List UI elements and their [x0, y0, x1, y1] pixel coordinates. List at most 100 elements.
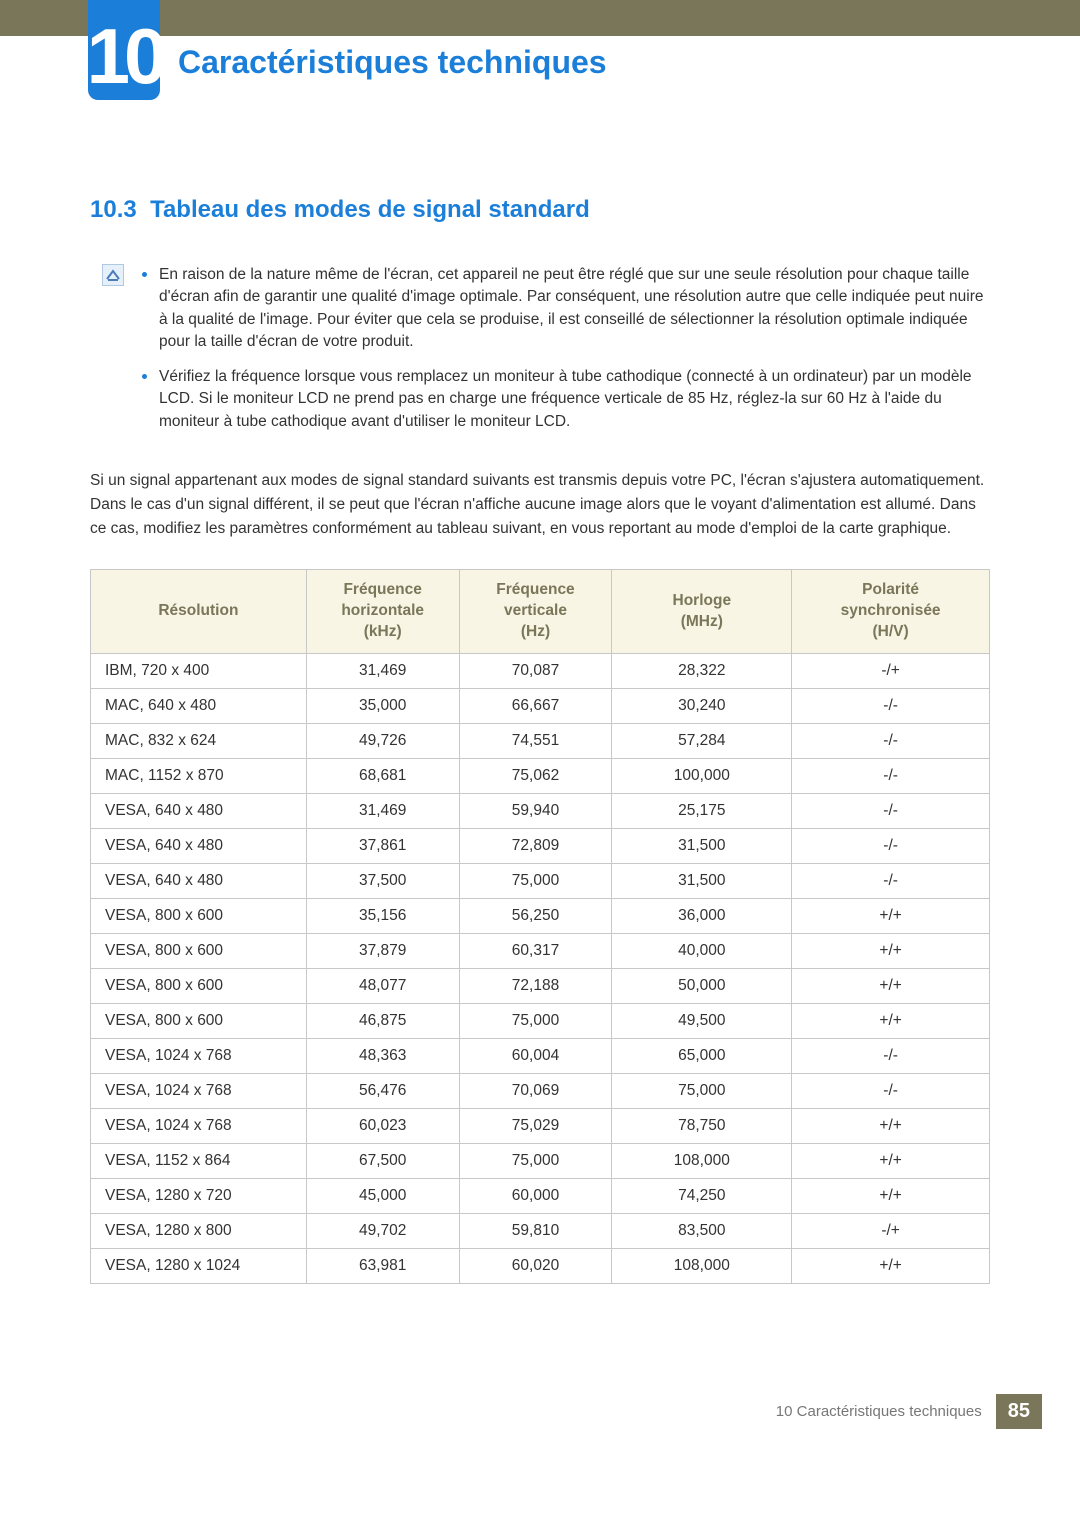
bullet-icon [142, 374, 147, 379]
table-cell: -/- [792, 689, 990, 724]
table-cell: 46,875 [306, 1004, 459, 1039]
table-cell: 68,681 [306, 759, 459, 794]
table-cell: 37,500 [306, 864, 459, 899]
note-text: Vérifiez la fréquence lorsque vous rempl… [159, 366, 990, 433]
table-cell: 63,981 [306, 1249, 459, 1284]
table-cell: 36,000 [612, 899, 792, 934]
table-cell: +/+ [792, 934, 990, 969]
table-row: MAC, 1152 x 87068,68175,062100,000-/- [91, 759, 990, 794]
table-cell: 60,317 [459, 934, 612, 969]
table-cell: 28,322 [612, 654, 792, 689]
note-item: En raison de la nature même de l'écran, … [142, 264, 990, 354]
table-cell: +/+ [792, 1249, 990, 1284]
table-cell: 75,000 [459, 1144, 612, 1179]
table-cell: VESA, 800 x 600 [91, 969, 307, 1004]
table-cell: 108,000 [612, 1249, 792, 1284]
note-item: Vérifiez la fréquence lorsque vous rempl… [142, 366, 990, 433]
table-cell: -/- [792, 1074, 990, 1109]
table-row: VESA, 640 x 48037,50075,00031,500-/- [91, 864, 990, 899]
table-row: VESA, 800 x 60048,07772,18850,000+/+ [91, 969, 990, 1004]
table-cell: -/- [792, 864, 990, 899]
table-cell: -/- [792, 724, 990, 759]
table-cell: 59,810 [459, 1214, 612, 1249]
table-cell: 31,469 [306, 794, 459, 829]
table-cell: MAC, 640 x 480 [91, 689, 307, 724]
table-header: Horloge(MHz) [612, 570, 792, 654]
header-bar [0, 0, 1080, 36]
table-cell: 74,250 [612, 1179, 792, 1214]
table-cell: 59,940 [459, 794, 612, 829]
table-cell: VESA, 640 x 480 [91, 829, 307, 864]
table-cell: 75,000 [459, 864, 612, 899]
table-cell: 31,469 [306, 654, 459, 689]
table-cell: 74,551 [459, 724, 612, 759]
table-cell: 60,020 [459, 1249, 612, 1284]
table-cell: 100,000 [612, 759, 792, 794]
page-footer: 10 Caractéristiques techniques 85 [0, 1394, 1080, 1459]
table-cell: IBM, 720 x 400 [91, 654, 307, 689]
table-row: VESA, 1024 x 76860,02375,02978,750+/+ [91, 1109, 990, 1144]
table-cell: 70,087 [459, 654, 612, 689]
table-header: Polaritésynchronisée(H/V) [792, 570, 990, 654]
table-row: MAC, 832 x 62449,72674,55157,284-/- [91, 724, 990, 759]
table-row: VESA, 800 x 60046,87575,00049,500+/+ [91, 1004, 990, 1039]
chapter-number-box: 10 [88, 0, 160, 100]
table-cell: VESA, 1024 x 768 [91, 1074, 307, 1109]
table-header: Fréquencehorizontale(kHz) [306, 570, 459, 654]
table-row: VESA, 1280 x 102463,98160,020108,000+/+ [91, 1249, 990, 1284]
table-cell: 49,726 [306, 724, 459, 759]
table-cell: 60,000 [459, 1179, 612, 1214]
note-icon [102, 264, 124, 286]
table-cell: 72,809 [459, 829, 612, 864]
table-row: VESA, 1024 x 76856,47670,06975,000-/- [91, 1074, 990, 1109]
table-cell: +/+ [792, 969, 990, 1004]
table-cell: -/- [792, 794, 990, 829]
table-cell: 35,000 [306, 689, 459, 724]
table-cell: 78,750 [612, 1109, 792, 1144]
table-cell: VESA, 800 x 600 [91, 934, 307, 969]
table-cell: MAC, 1152 x 870 [91, 759, 307, 794]
table-cell: VESA, 640 x 480 [91, 864, 307, 899]
table-cell: VESA, 1280 x 1024 [91, 1249, 307, 1284]
table-cell: VESA, 1024 x 768 [91, 1039, 307, 1074]
table-cell: 31,500 [612, 864, 792, 899]
table-cell: 48,077 [306, 969, 459, 1004]
table-cell: 75,029 [459, 1109, 612, 1144]
table-cell: VESA, 1280 x 720 [91, 1179, 307, 1214]
table-row: VESA, 640 x 48031,46959,94025,175-/- [91, 794, 990, 829]
table-cell: 108,000 [612, 1144, 792, 1179]
table-header: Fréquenceverticale(Hz) [459, 570, 612, 654]
body-paragraph: Si un signal appartenant aux modes de si… [90, 469, 990, 541]
table-row: VESA, 1280 x 80049,70259,81083,500-/+ [91, 1214, 990, 1249]
table-cell: 49,702 [306, 1214, 459, 1249]
table-row: VESA, 1152 x 86467,50075,000108,000+/+ [91, 1144, 990, 1179]
table-cell: 48,363 [306, 1039, 459, 1074]
signal-modes-table: RésolutionFréquencehorizontale(kHz)Fréqu… [90, 569, 990, 1284]
table-cell: VESA, 1280 x 800 [91, 1214, 307, 1249]
table-row: VESA, 640 x 48037,86172,80931,500-/- [91, 829, 990, 864]
table-cell: -/- [792, 829, 990, 864]
table-cell: +/+ [792, 1179, 990, 1214]
table-cell: -/+ [792, 1214, 990, 1249]
table-cell: 75,000 [612, 1074, 792, 1109]
table-cell: 56,250 [459, 899, 612, 934]
table-cell: 83,500 [612, 1214, 792, 1249]
table-cell: VESA, 800 x 600 [91, 899, 307, 934]
table-header: Résolution [91, 570, 307, 654]
table-cell: 25,175 [612, 794, 792, 829]
table-cell: 50,000 [612, 969, 792, 1004]
table-cell: VESA, 1152 x 864 [91, 1144, 307, 1179]
section-number: 10.3 [90, 196, 137, 223]
table-cell: MAC, 832 x 624 [91, 724, 307, 759]
table-cell: 60,004 [459, 1039, 612, 1074]
table-cell: 40,000 [612, 934, 792, 969]
footer-label: 10 Caractéristiques techniques [776, 1403, 982, 1420]
table-cell: +/+ [792, 1109, 990, 1144]
table-cell: -/- [792, 759, 990, 794]
section-heading: 10.3 Tableau des modes de signal standar… [90, 196, 990, 224]
table-row: VESA, 800 x 60037,87960,31740,000+/+ [91, 934, 990, 969]
note-text: En raison de la nature même de l'écran, … [159, 264, 990, 354]
note-list: En raison de la nature même de l'écran, … [142, 264, 990, 445]
table-cell: 70,069 [459, 1074, 612, 1109]
table-cell: 75,000 [459, 1004, 612, 1039]
